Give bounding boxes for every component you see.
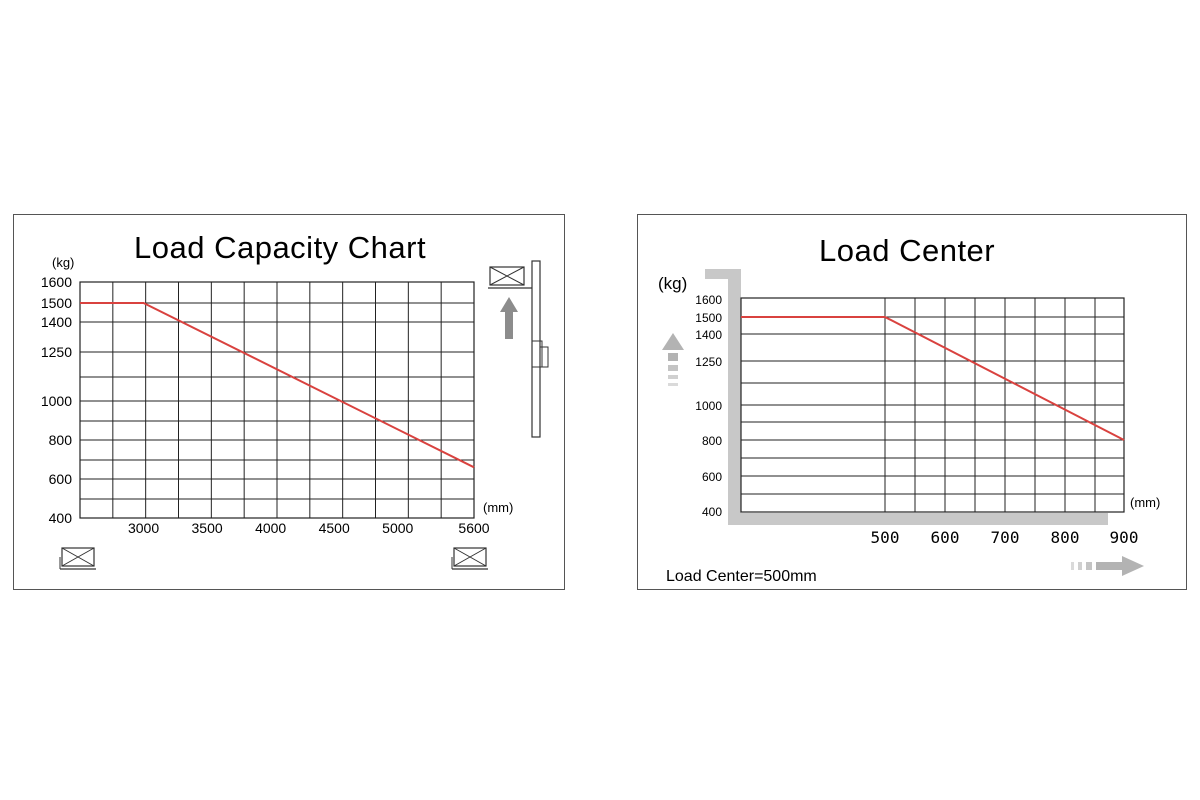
y-tick-label: 1000	[41, 393, 72, 409]
y-tick-label: 400	[702, 505, 722, 519]
y-tick-label: 1600	[695, 293, 722, 307]
y-tick-label: 1500	[695, 311, 722, 325]
y-tick-label: 1250	[695, 355, 722, 369]
y-tick-label: 1400	[695, 328, 722, 342]
series-line	[80, 302, 475, 469]
pallet-icon	[451, 547, 488, 570]
y-tick-label: 1000	[695, 399, 722, 413]
mast-lift-icon	[488, 260, 549, 438]
x-tick-label: 4000	[255, 520, 286, 536]
load-capacity-chart: Load Capacity Chart (kg) (mm) 400 600 800 1…	[41, 230, 549, 570]
x-tick-label: 3500	[192, 520, 223, 536]
x-tick-label: 700	[991, 528, 1020, 547]
y-tick-label: 1600	[41, 274, 72, 290]
chart-title: Load Center	[819, 233, 995, 268]
load-center-panel: Load Center (kg) (mm) 400 600 800 1000 1250 1…	[637, 214, 1187, 590]
y-tick-labels: 400 600 800 1000 1250 1400 1500 1600	[41, 274, 72, 526]
load-center-annotation: Load Center=500mm	[666, 568, 817, 585]
x-tick-labels: 500 600 700 800 900	[871, 528, 1139, 547]
y-tick-label: 400	[49, 510, 73, 526]
axis-frame	[705, 269, 1108, 525]
x-tick-label: 500	[871, 528, 900, 547]
capacity-line	[80, 302, 475, 469]
y-tick-label: 1400	[41, 314, 72, 330]
up-arrow-icon	[500, 297, 518, 339]
y-tick-label: 800	[702, 434, 722, 448]
load-capacity-panel: Load Capacity Chart (kg) (mm) 400 600 800 1…	[13, 214, 565, 590]
x-tick-label: 5000	[382, 520, 413, 536]
y-tick-label: 1250	[41, 344, 72, 360]
y-tick-label: 800	[49, 432, 73, 448]
x-tick-label: 600	[931, 528, 960, 547]
x-tick-labels: 3000 3500 4000 4500 5000 5600	[128, 520, 490, 536]
x-tick-label: 5600	[458, 520, 489, 536]
right-arrow-icon	[1071, 556, 1144, 576]
y-unit-label: (kg)	[658, 274, 687, 293]
pallet-icon	[59, 547, 96, 570]
x-tick-label: 800	[1051, 528, 1080, 547]
load-center-line	[741, 316, 1125, 441]
up-arrow-icon	[662, 333, 684, 386]
x-unit-label: (mm)	[1130, 495, 1160, 510]
y-tick-label: 600	[49, 471, 73, 487]
x-tick-label: 900	[1110, 528, 1139, 547]
y-tick-label: 1500	[41, 295, 72, 311]
y-tick-labels: 400 600 800 1000 1250 1400 1500 1600	[695, 293, 722, 519]
y-tick-label: 600	[702, 470, 722, 484]
x-tick-label: 4500	[319, 520, 350, 536]
series-line	[741, 316, 1125, 441]
load-center-chart: Load Center (kg) (mm) 400 600 800 1000 1250 1…	[658, 233, 1160, 585]
x-unit-label: (mm)	[483, 500, 513, 515]
chart-title: Load Capacity Chart	[134, 230, 426, 265]
grid	[740, 297, 1125, 513]
x-tick-label: 3000	[128, 520, 159, 536]
y-unit-label: (kg)	[52, 255, 74, 270]
grid	[79, 281, 475, 519]
